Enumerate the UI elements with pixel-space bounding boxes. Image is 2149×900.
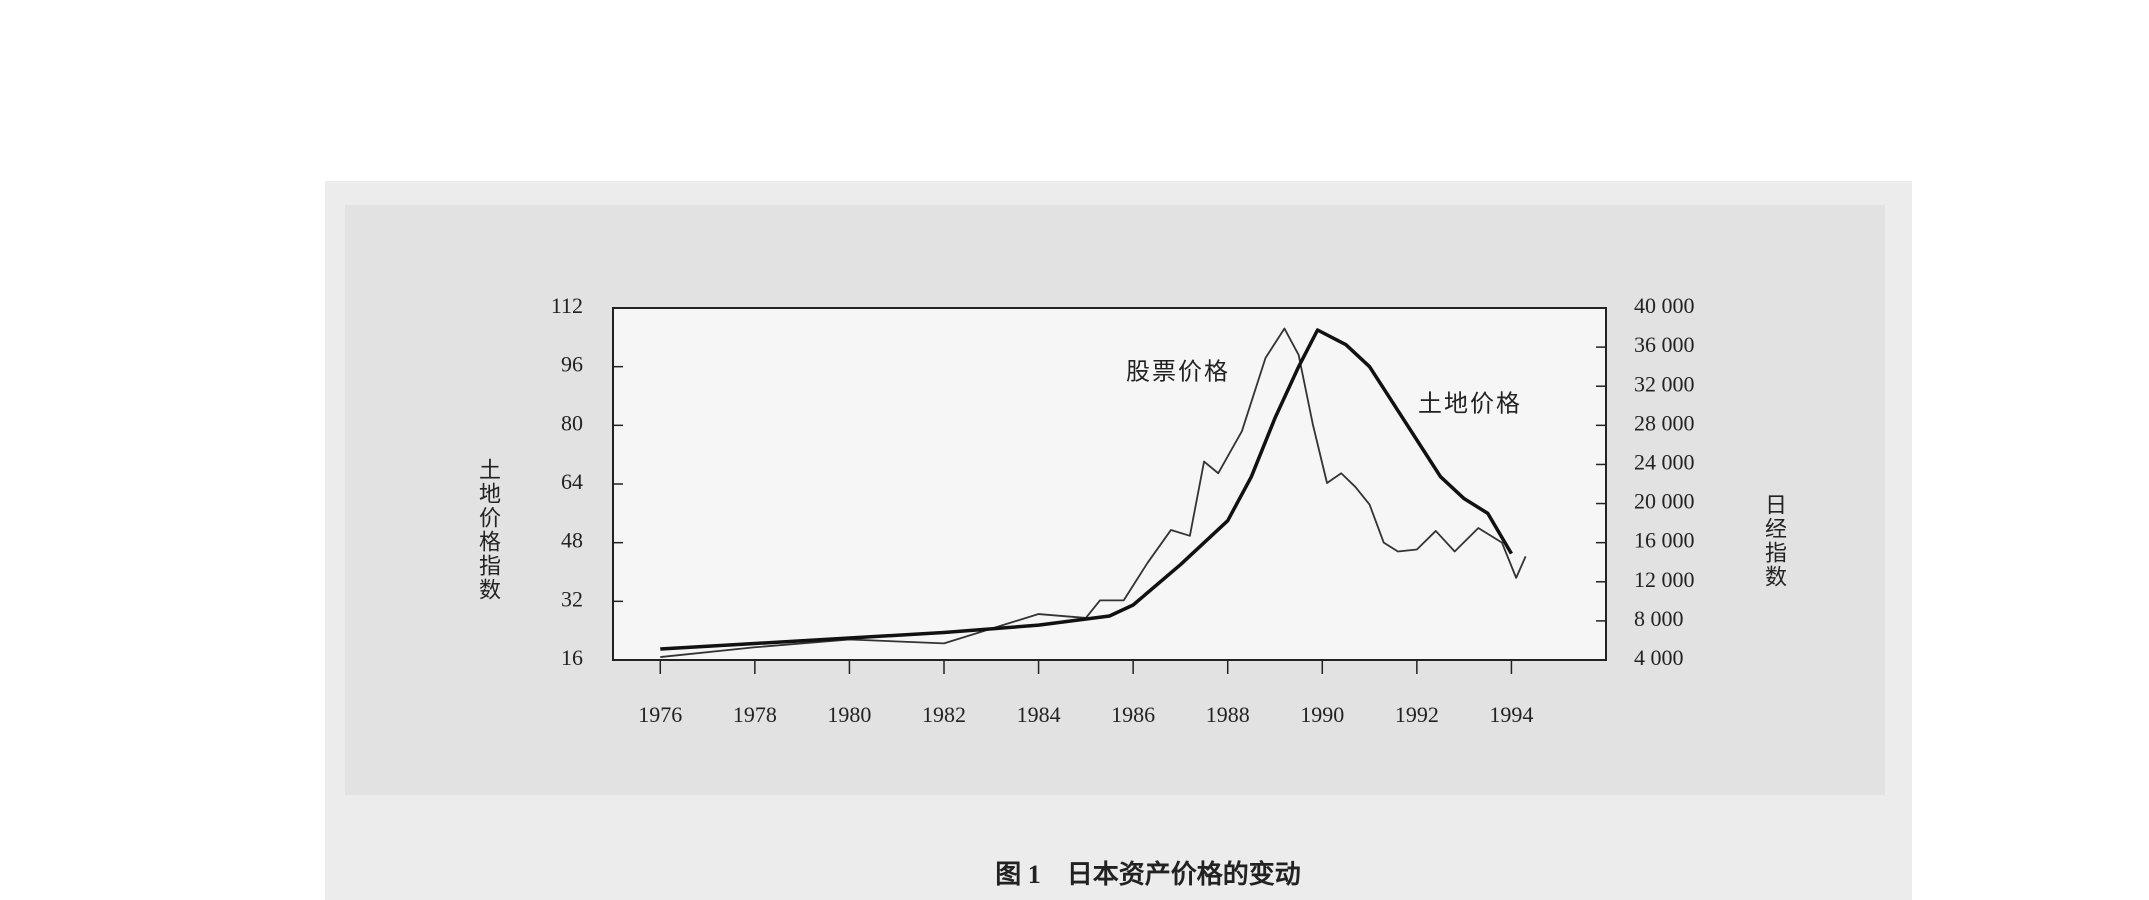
y2-tick-label: 12 000 [1634, 567, 1695, 592]
x-tick-label: 1990 [1300, 702, 1344, 727]
x-tick-label: 1984 [1017, 702, 1061, 727]
series-line [660, 328, 1513, 651]
y2-axis-title: 日经指数 [1762, 493, 1787, 589]
x-tick-label: 1994 [1489, 702, 1533, 727]
x-tick-label: 1978 [733, 702, 777, 727]
y-tick-label: 80 [561, 410, 583, 435]
series-label: 土地价格 [1418, 391, 1522, 418]
plot-area [612, 307, 1607, 661]
y2-tick-label: 16 000 [1634, 528, 1695, 553]
y2-tick-label: 40 000 [1634, 293, 1695, 318]
x-tick-label: 1982 [922, 702, 966, 727]
x-tick-label: 1980 [827, 702, 871, 727]
y2-tick-label: 4 000 [1634, 645, 1684, 670]
x-tick-label: 1986 [1111, 702, 1155, 727]
y-tick-label: 48 [561, 528, 583, 553]
y2-tick-label: 20 000 [1634, 489, 1695, 514]
x-tick-label: 1988 [1206, 702, 1250, 727]
y-tick-label: 16 [561, 645, 583, 670]
y-tick-label: 32 [561, 586, 583, 611]
y2-tick-label: 32 000 [1634, 371, 1695, 396]
y-tick-label: 64 [561, 469, 583, 494]
x-tick-label: 1992 [1395, 702, 1439, 727]
y2-tick-label: 28 000 [1634, 410, 1695, 435]
y2-tick-label: 24 000 [1634, 449, 1695, 474]
y2-tick-label: 8 000 [1634, 606, 1684, 631]
series-label: 股票价格 [1126, 359, 1230, 386]
y2-tick-label: 36 000 [1634, 332, 1695, 357]
x-tick-label: 1976 [638, 702, 682, 727]
y-tick-label: 96 [561, 352, 583, 377]
y-axis-title: 土地价格指数 [476, 458, 501, 602]
caption: 图 1 日本资产价格的变动 [995, 859, 1301, 889]
y-tick-label: 112 [551, 293, 583, 318]
